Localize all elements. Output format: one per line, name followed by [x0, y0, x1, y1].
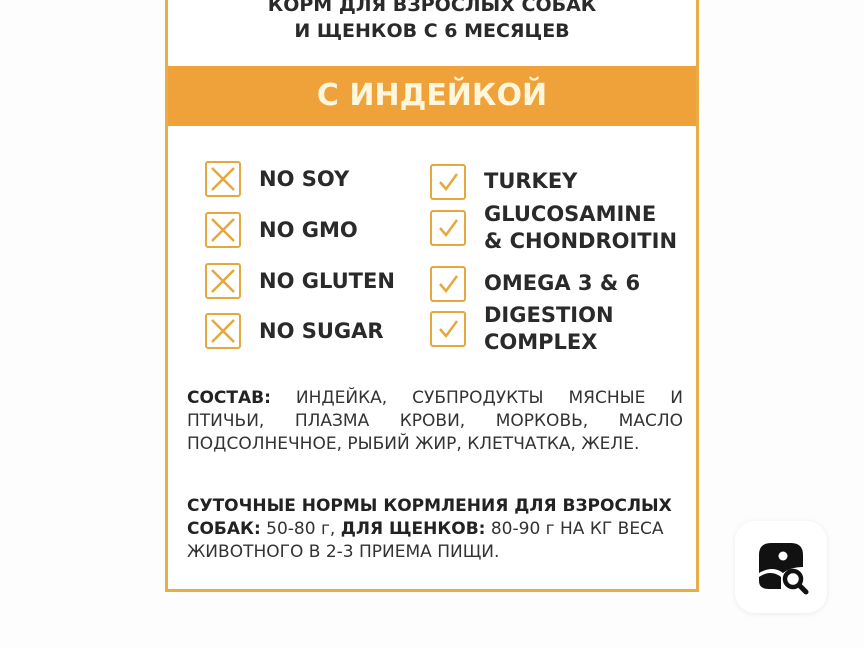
feature-label: NO SUGAR: [259, 318, 384, 343]
feature-exclude: NO GMO: [205, 212, 358, 248]
composition-text: ИНДЕЙКА, СУБПРОДУКТЫ МЯСНЫЕ И ПТИЧЬИ, ПЛ…: [187, 388, 683, 454]
feeding-norms: СУТОЧНЫЕ НОРМЫ КОРМЛЕНИЯ ДЛЯ ВЗРОСЛЫХ СО…: [187, 495, 683, 564]
checkbox-checked-icon: [430, 311, 466, 347]
feature-exclude: NO SUGAR: [205, 313, 384, 349]
composition-label: СОСТАВ:: [187, 388, 271, 408]
feature-label-line: GLUCOSAMINE: [484, 202, 657, 226]
checkbox-checked-icon: [430, 163, 466, 200]
checkbox-checked-icon: [430, 210, 466, 246]
product-label-image: КОРМ ДЛЯ ВЗРОСЛЫХ СОБАК И ЩЕНКОВ С 6 МЕС…: [165, 0, 699, 592]
x-box-icon: [205, 313, 241, 349]
feeding-label: СУТОЧНЫЕ НОРМЫ КОРМЛЕНИЯ ДЛЯ ВЗРОСЛЫХ СО…: [187, 496, 672, 539]
feature-label-line: COMPLEX: [484, 330, 598, 354]
feature-label-line: TURKEY: [484, 169, 578, 193]
composition: СОСТАВ: ИНДЕЙКА, СУБПРОДУКТЫ МЯСНЫЕ И ПТ…: [187, 387, 683, 456]
subtitle-line-1: КОРМ ДЛЯ ВЗРОСЛЫХ СОБАК: [267, 0, 597, 16]
feature-include: GLUCOSAMINE & CHONDROITIN: [430, 201, 677, 255]
image-search-button[interactable]: [735, 521, 827, 613]
feature-include: DIGESTION COMPLEX: [430, 302, 614, 356]
x-box-icon: [205, 212, 241, 248]
subtitle-line-2: И ЩЕНКОВ С 6 МЕСЯЦЕВ: [294, 20, 570, 42]
feeding-puppy-label: ДЛЯ ЩЕНКОВ:: [340, 519, 486, 539]
feeding-puppy: 80-90 г НА КГ ВЕСА ЖИВОТНОГО В 2-3 ПРИЕМ…: [187, 519, 664, 562]
feature-label-line: OMEGA 3 & 6: [484, 271, 641, 295]
x-box-icon: [205, 161, 241, 197]
feature-label: NO GMO: [259, 217, 358, 242]
checkbox-checked-icon: [430, 265, 466, 302]
feature-include: TURKEY: [430, 163, 578, 200]
feeding-adult: 50-80 г,: [266, 519, 336, 539]
feature-label-line: & CHONDROITIN: [484, 229, 678, 253]
flavor-banner: С ИНДЕЙКОЙ: [168, 66, 696, 126]
feature-exclude: NO SOY: [205, 161, 349, 197]
x-box-icon: [205, 263, 241, 299]
feature-include: OMEGA 3 & 6: [430, 265, 641, 302]
image-search-icon: [759, 543, 809, 595]
feature-label: NO SOY: [259, 166, 350, 191]
feature-label: NO GLUTEN: [259, 268, 395, 293]
feature-label-line: DIGESTION: [484, 303, 614, 327]
feature-exclude: NO GLUTEN: [205, 263, 395, 299]
